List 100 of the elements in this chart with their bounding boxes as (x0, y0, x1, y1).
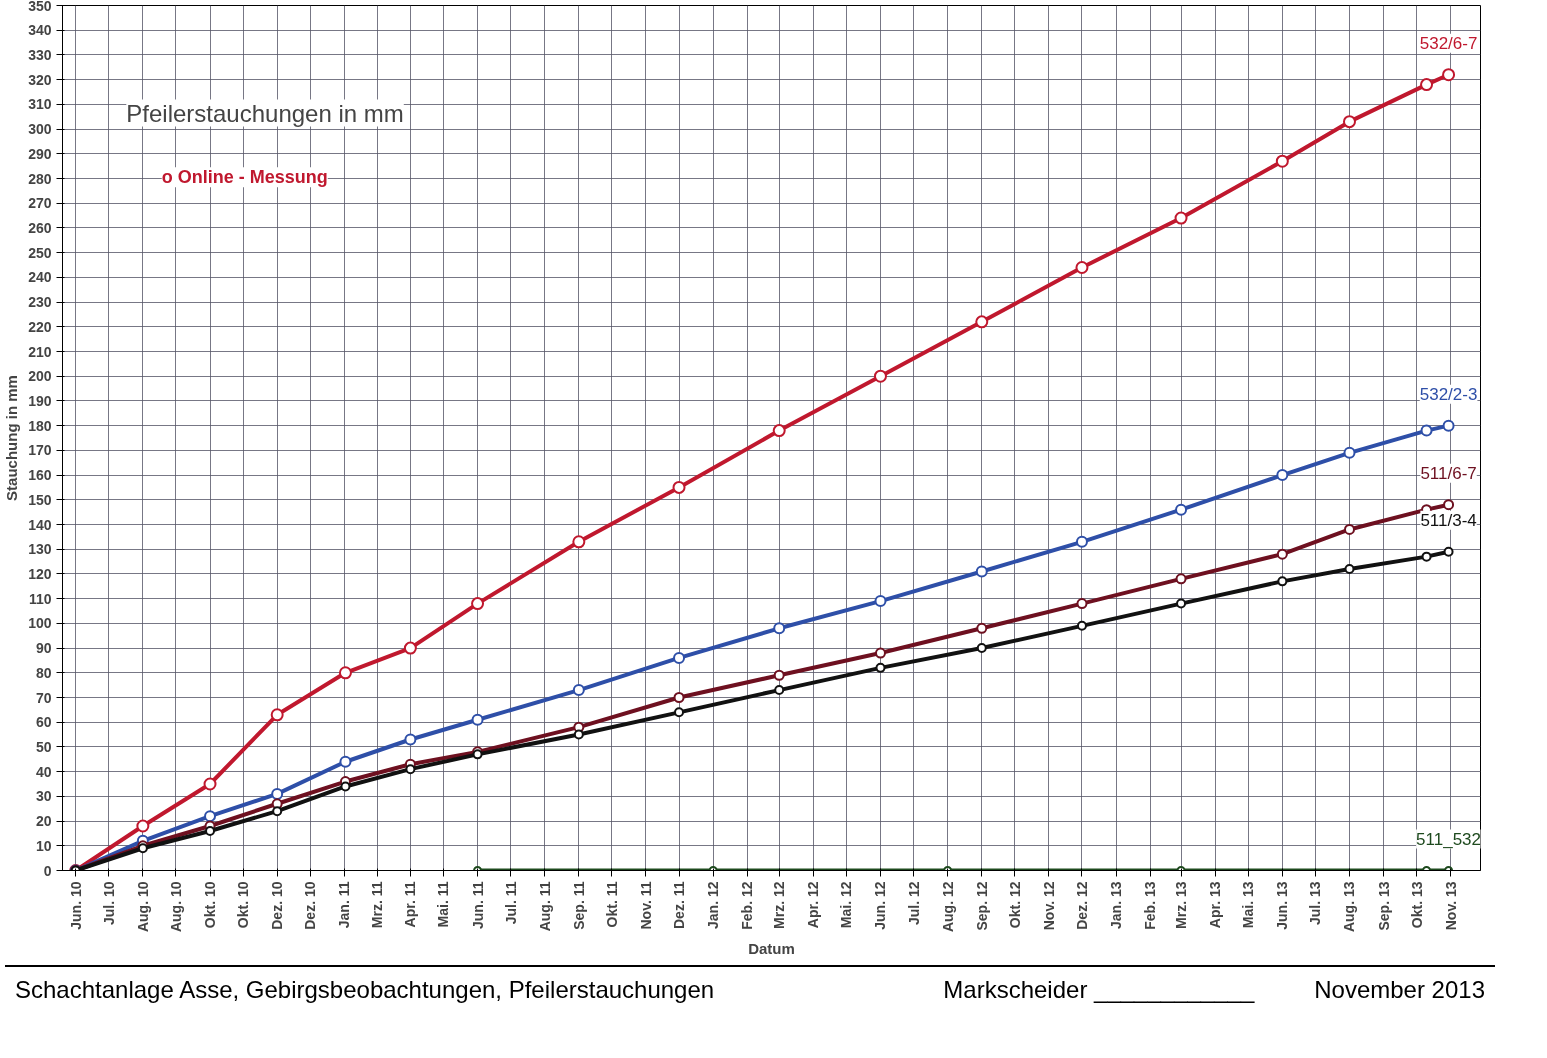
y-tick-label: 220 (28, 318, 52, 335)
x-tick-label: Dez. 10 (269, 881, 286, 930)
point (1075, 260, 1089, 274)
point (975, 315, 989, 329)
point (1443, 499, 1455, 511)
y-tick-label: 20 (35, 813, 52, 830)
x-tick-label: Jun. 13 (1274, 881, 1291, 930)
y-tick-label: 260 (28, 219, 52, 236)
point (204, 810, 217, 823)
x-tick-label: Dez. 12 (1073, 881, 1090, 930)
point (1420, 424, 1433, 437)
y-tick-label: 60 (35, 714, 52, 731)
text: November 2013 (1314, 975, 1485, 1005)
y-tick-label: 250 (28, 244, 52, 261)
series-label: 511/6-7 (1420, 463, 1477, 483)
x-tick-label: Okt. 10 (202, 881, 219, 929)
x-tick-label: Mai. 12 (838, 881, 855, 929)
x-tick-label: Nov. 13 (1442, 881, 1459, 931)
point (1176, 598, 1187, 609)
point (1275, 154, 1289, 168)
point (405, 764, 416, 775)
point (572, 535, 586, 549)
point (1443, 546, 1454, 557)
point (339, 755, 352, 768)
x-tick-label: Sep. 11 (570, 881, 587, 930)
x-tick-label: Mrz. 12 (771, 881, 788, 929)
point (340, 781, 351, 792)
point (403, 641, 417, 655)
x-tick-label: Nov. 12 (1040, 881, 1057, 931)
point (1442, 68, 1456, 82)
point (1343, 523, 1355, 535)
point (338, 666, 352, 680)
point (873, 369, 887, 383)
point (572, 684, 585, 697)
point (772, 424, 786, 438)
point (672, 480, 686, 494)
point (1276, 548, 1288, 560)
x-tick-label: Jan. 12 (705, 881, 722, 929)
point (271, 787, 284, 800)
y-tick-label: 0 (43, 862, 52, 879)
point (1277, 576, 1288, 587)
y-tick-label: 30 (35, 788, 52, 805)
series-label: 532/2-3 (1419, 384, 1478, 404)
x-tick-label: Apr. 11 (402, 881, 419, 928)
y-tick-label: 230 (28, 294, 52, 311)
point (136, 819, 150, 833)
y-tick-label: 270 (28, 195, 52, 212)
x-tick-label: Aug. 10 (167, 881, 184, 933)
point (1342, 115, 1356, 129)
x-tick-label: Mai. 13 (1240, 881, 1257, 929)
point (1420, 78, 1434, 92)
x-tick-label: Okt. 12 (1006, 881, 1023, 929)
y-tick-label: 290 (28, 145, 52, 162)
y-tick-label: 40 (35, 763, 52, 780)
y-tick-label: 140 (28, 516, 52, 533)
x-tick-label: Jul. 10 (100, 881, 117, 926)
x-tick-label: Sep. 12 (973, 881, 990, 931)
y-tick-label: 180 (28, 417, 52, 434)
x-tick-label: Aug. 12 (939, 881, 956, 933)
x-tick-label: Apr. 13 (1207, 881, 1224, 929)
point (1276, 469, 1289, 482)
y-tick-label: 150 (28, 491, 52, 508)
x-tick-label: Okt. 11 (603, 881, 620, 928)
series-label: 511/3-4 (1420, 510, 1477, 530)
y-tick-label: 130 (28, 541, 52, 558)
x-tick-label: Jan. 11 (336, 881, 353, 929)
point (272, 806, 283, 817)
x-tick-label: Mrz. 13 (1173, 881, 1190, 929)
x-tick-label: Dez. 11 (671, 881, 688, 929)
point (1344, 563, 1355, 574)
x-tick-label: Nov. 11 (637, 881, 654, 930)
y-tick-label: 320 (28, 71, 52, 88)
y-tick-label: 280 (28, 170, 52, 187)
point (773, 669, 785, 681)
y-tick-label: 350 (28, 0, 52, 14)
point (1175, 503, 1188, 516)
y-tick-label: 300 (28, 121, 52, 138)
point (1442, 419, 1455, 432)
x-tick-label: Feb. 13 (1142, 881, 1159, 930)
x-tick-label: Aug. 11 (536, 881, 553, 932)
point (875, 662, 886, 673)
x-tick-label: Mai. 11 (435, 881, 452, 928)
y-tick-label: 330 (28, 46, 52, 63)
point (205, 825, 216, 836)
x-tick-label: Okt. 10 (235, 881, 252, 929)
y-tick-label: 210 (28, 343, 52, 360)
x-tick-label: Okt. 13 (1408, 881, 1425, 929)
point (975, 565, 988, 578)
y-tick-label: 50 (35, 738, 52, 755)
point (976, 643, 987, 654)
y-tick-label: 70 (35, 689, 52, 706)
point (874, 647, 886, 659)
point (573, 729, 584, 740)
x-tick-label: Aug. 10 (134, 881, 151, 933)
y-tick-label: 110 (28, 590, 52, 607)
point (1174, 211, 1188, 225)
x-tick-label: Jul. 13 (1307, 881, 1324, 926)
x-tick-label: Jul. 12 (905, 881, 922, 926)
y-tick-label: 240 (28, 269, 52, 286)
x-tick-label: Jun. 11 (469, 881, 486, 929)
